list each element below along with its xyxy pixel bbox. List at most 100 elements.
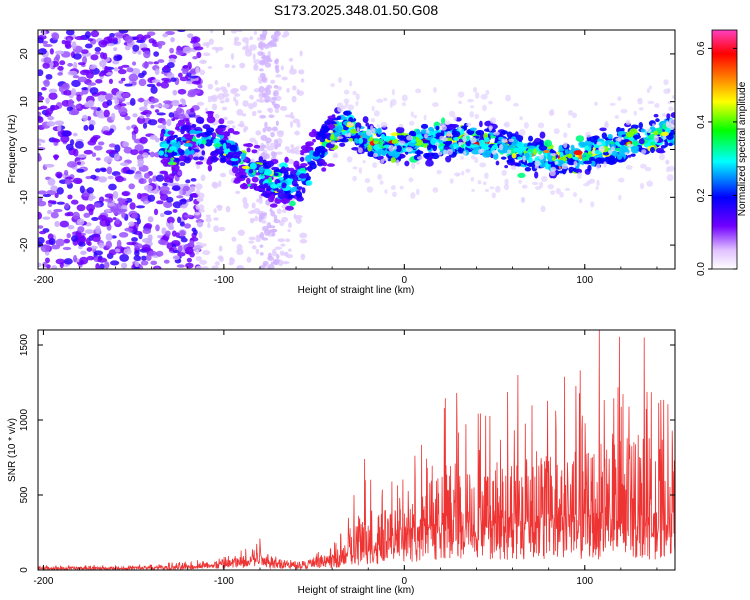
spectrogram-cell [172, 185, 181, 192]
spectrogram-cell [602, 151, 610, 156]
spectrogram-cell [147, 234, 153, 242]
spectrogram-cell [289, 200, 296, 207]
spectrogram-cell [67, 62, 73, 67]
spectrogram-cell [409, 120, 415, 126]
spectrogram-cell [280, 243, 286, 247]
spectrogram-cell [208, 38, 214, 45]
spectrogram-cell [321, 167, 327, 172]
spectrogram-cell [505, 94, 511, 102]
spectrogram-cell [537, 122, 545, 129]
spectrogram-cell [295, 190, 303, 198]
spectrogram-cell [237, 229, 245, 236]
spectrogram-cell [222, 116, 228, 121]
spectrogram-cell [410, 192, 416, 199]
spectrogram-cell [117, 208, 128, 213]
spectrogram-cell [218, 180, 222, 188]
spectrogram-cell [180, 198, 187, 205]
spectrogram-cell [212, 182, 219, 189]
spectrogram-cell [262, 190, 268, 197]
spectrogram-cell [140, 255, 147, 261]
spectrogram-cell [647, 100, 655, 105]
spectrogram-cell [217, 131, 227, 136]
spectrogram-cell [176, 216, 182, 224]
spectrogram-cell [484, 172, 489, 180]
spectrogram-cell [188, 75, 198, 79]
spectrogram-cell [638, 107, 644, 111]
spectrogram-cell [148, 177, 153, 184]
spectrogram-cell [239, 120, 245, 128]
spectrogram-cell [184, 134, 194, 141]
spectrogram-cell [661, 131, 669, 137]
spectrogram-cell [540, 175, 548, 183]
spectrogram-cell [213, 143, 223, 148]
spectrogram-cell [72, 75, 80, 79]
spectrogram-cell [294, 149, 301, 155]
spectrogram-cell [201, 150, 206, 156]
spectrogram-cell [258, 166, 264, 174]
spectrogram-cell [149, 135, 158, 140]
spectrogram-cell [274, 246, 283, 250]
spectrogram-cell [259, 68, 264, 72]
spectrogram-cell [231, 88, 240, 93]
spectrogram-cell [184, 157, 191, 164]
spectrogram-cell [373, 138, 379, 142]
spectrogram-cell [118, 232, 129, 238]
spectrogram-cell [579, 198, 583, 204]
spectrogram-cell [567, 109, 574, 116]
spectrogram-cell [590, 201, 595, 208]
spectrogram-cell [104, 65, 109, 74]
snr-ytick-label: 1500 [19, 333, 30, 356]
spectrogram-cell [432, 187, 439, 193]
spectrogram-cell [204, 139, 213, 147]
spectrogram-cell [73, 148, 79, 157]
spectrogram-cell [156, 112, 166, 116]
spectrogram-cell [469, 111, 475, 118]
spectrogram-cell [163, 210, 173, 216]
spectrogram-cell [93, 202, 101, 208]
spectrogram-cell [226, 120, 235, 125]
spectrogram-cell [482, 104, 487, 112]
spectrogram-cell [254, 215, 258, 222]
spectrogram-cell [43, 79, 50, 87]
spectrogram-cell [625, 165, 633, 170]
spectrogram-cell [446, 131, 452, 137]
spectrogram-cell [236, 108, 244, 116]
spectrogram-cell [261, 220, 267, 224]
spectrogram-cell [411, 162, 416, 170]
spectrogram-cell [276, 182, 283, 187]
spectrogram-cell [275, 74, 282, 78]
spectrogram-cell [81, 87, 89, 91]
spectrogram-cell [74, 140, 84, 149]
spectrogram-cell [595, 163, 601, 170]
colorbar-tick-label: 0.4 [696, 115, 707, 129]
spectrogram-cell [64, 212, 71, 217]
spectrogram-cell [474, 113, 480, 120]
spectrogram-cell [531, 181, 539, 186]
spectrogram-cell [95, 225, 101, 234]
spectrogram-cell [346, 156, 353, 163]
spectrogram-cell [244, 48, 253, 53]
spectrogram-cell [269, 208, 273, 213]
spectrogram-cell [166, 139, 171, 144]
spectrogram-cell [143, 34, 152, 39]
spectrogram-cell [289, 120, 294, 128]
spectrogram-cell [259, 232, 265, 239]
spectrogram-cell [299, 156, 305, 162]
spectrogram-cell [38, 262, 42, 268]
spectrogram-cell [273, 103, 281, 110]
spectrogram-cell [103, 156, 113, 163]
spectrogram-cell [191, 227, 197, 232]
spectrogram-cell [157, 239, 166, 245]
spectrogram-cell [133, 255, 142, 262]
spectrogram-cell [177, 88, 187, 95]
spectrogram-cell [282, 261, 290, 265]
spectrogram-cell [564, 187, 571, 191]
spectrogram-cell [653, 113, 659, 118]
spectrogram-cell [627, 154, 632, 158]
spectrogram-cell [470, 155, 476, 160]
spectrogram-cell [155, 224, 160, 232]
spectrogram-cell [189, 129, 197, 135]
spectrogram-cell [267, 176, 273, 184]
spectrogram-cell [596, 141, 602, 146]
spectrogram-cell [91, 152, 97, 158]
